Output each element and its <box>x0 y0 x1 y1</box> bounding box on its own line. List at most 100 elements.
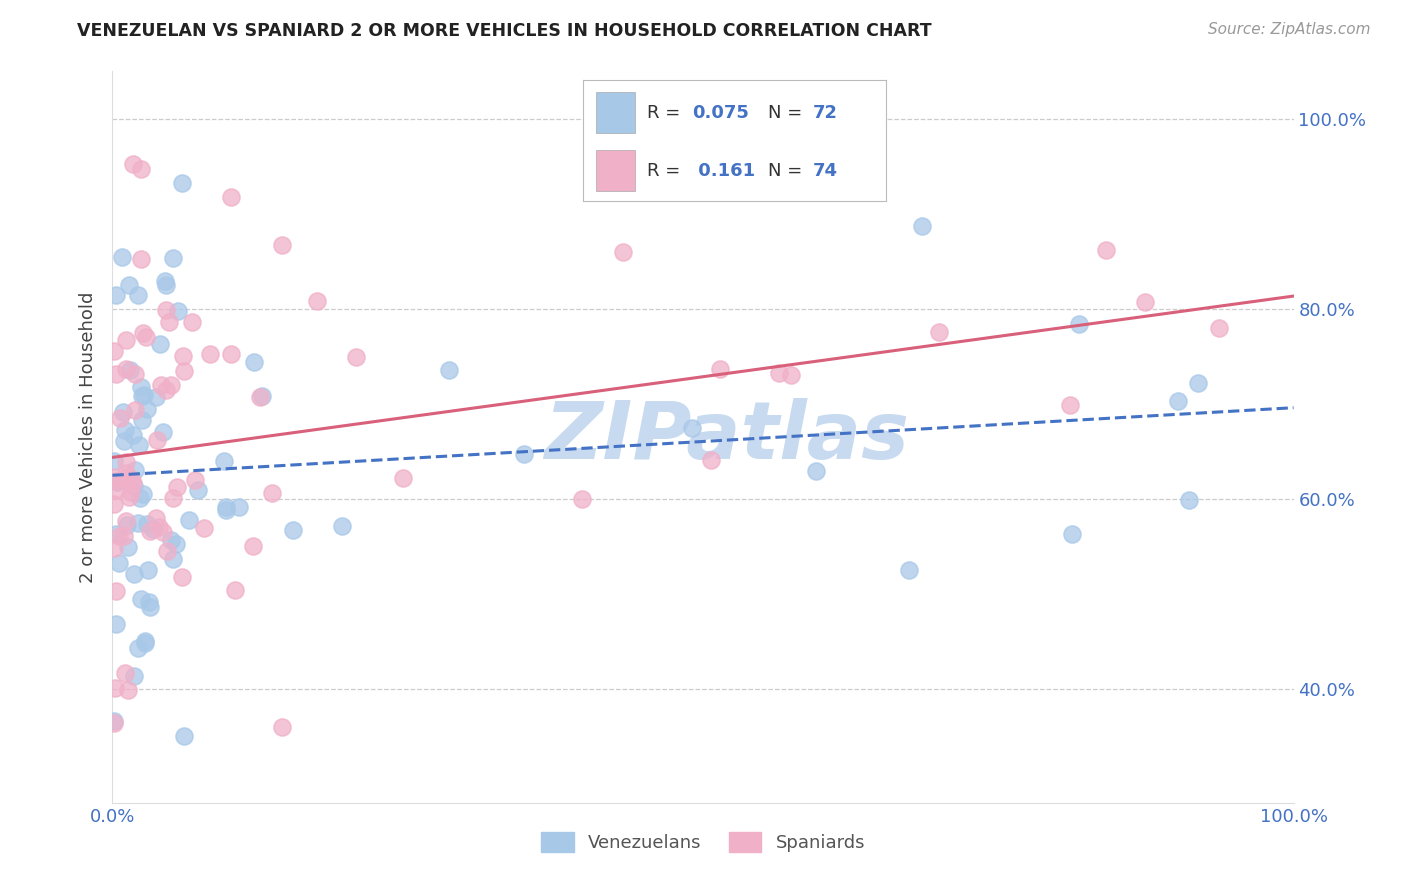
Point <box>136 402 159 417</box>
Point <box>122 428 145 442</box>
Point <box>121 476 143 491</box>
Point <box>103 470 125 484</box>
Point <box>103 541 125 555</box>
Point <box>104 287 127 301</box>
Point <box>145 510 167 524</box>
Point <box>120 362 142 376</box>
Point <box>1208 321 1230 335</box>
Point <box>146 433 169 447</box>
Bar <box>596 92 636 133</box>
Point <box>709 362 731 376</box>
Point <box>129 380 152 394</box>
Point <box>114 666 136 681</box>
Point <box>152 525 174 540</box>
Point <box>129 592 152 607</box>
Point <box>131 413 153 427</box>
Point <box>928 326 950 340</box>
Text: 72: 72 <box>813 103 838 122</box>
Point <box>172 349 194 363</box>
Point <box>105 583 128 598</box>
Point <box>305 293 328 308</box>
Point <box>117 517 139 532</box>
Point <box>104 368 127 382</box>
Point <box>228 500 250 514</box>
Point <box>281 523 304 537</box>
Point <box>911 219 934 233</box>
Text: Source: ZipAtlas.com: Source: ZipAtlas.com <box>1208 22 1371 37</box>
Point <box>1094 244 1116 258</box>
Point <box>193 521 215 535</box>
Text: N =: N = <box>768 103 808 122</box>
Point <box>117 541 139 555</box>
Text: 0.161: 0.161 <box>692 161 755 179</box>
Point <box>149 377 172 392</box>
Point <box>156 544 179 558</box>
Point <box>768 366 790 380</box>
Point <box>128 438 150 452</box>
Point <box>103 715 125 730</box>
Point <box>114 423 136 437</box>
Point <box>187 483 209 497</box>
Point <box>157 315 180 329</box>
Point <box>1135 294 1157 309</box>
Text: 74: 74 <box>813 161 838 179</box>
Point <box>105 527 128 541</box>
Point <box>173 729 195 743</box>
Point <box>155 277 177 292</box>
Point <box>183 473 205 487</box>
Point <box>132 326 155 340</box>
Point <box>139 524 162 538</box>
Point <box>129 161 152 176</box>
Legend: Venezuelans, Spaniards: Venezuelans, Spaniards <box>534 824 872 860</box>
Point <box>260 485 283 500</box>
Point <box>145 390 167 404</box>
Point <box>571 491 593 506</box>
Point <box>115 455 138 469</box>
Point <box>122 157 145 171</box>
Point <box>200 347 222 361</box>
Point <box>1187 376 1209 391</box>
Point <box>1067 318 1090 332</box>
Text: N =: N = <box>768 161 808 179</box>
Point <box>242 540 264 554</box>
Point <box>131 388 153 402</box>
Point <box>180 315 202 329</box>
Point <box>392 470 415 484</box>
Point <box>249 390 271 404</box>
Text: R =: R = <box>647 103 686 122</box>
Point <box>1167 393 1189 408</box>
Point <box>167 304 190 318</box>
Point <box>612 245 634 260</box>
Point <box>173 363 195 377</box>
Point <box>897 563 920 577</box>
Point <box>105 617 128 632</box>
Point <box>124 669 146 683</box>
Point <box>172 570 194 584</box>
Point <box>108 557 131 571</box>
Point <box>114 466 136 480</box>
Point <box>114 471 136 485</box>
Point <box>170 176 193 190</box>
Point <box>160 533 183 548</box>
Point <box>115 514 138 528</box>
Text: ZIPatlas: ZIPatlas <box>544 398 910 476</box>
Text: VENEZUELAN VS SPANIARD 2 OR MORE VEHICLES IN HOUSEHOLD CORRELATION CHART: VENEZUELAN VS SPANIARD 2 OR MORE VEHICLE… <box>77 22 932 40</box>
Point <box>124 463 146 477</box>
Bar <box>596 150 636 191</box>
Point <box>134 635 156 649</box>
Point <box>105 483 128 497</box>
Point <box>162 251 184 265</box>
Point <box>124 479 146 493</box>
Point <box>103 497 125 511</box>
Text: 0.075: 0.075 <box>692 103 749 122</box>
Point <box>153 274 176 288</box>
Point <box>103 454 125 468</box>
Point <box>166 480 188 494</box>
Point <box>250 389 273 403</box>
Point <box>160 378 183 392</box>
Point <box>142 522 165 536</box>
Point <box>1059 398 1081 412</box>
Point <box>148 519 170 533</box>
Point <box>136 563 159 577</box>
Point <box>122 566 145 581</box>
